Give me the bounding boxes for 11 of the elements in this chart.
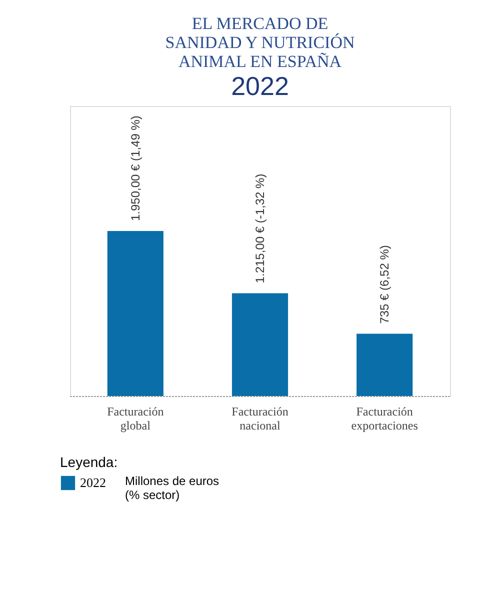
data-label: 1.950,00 € (1,49 %)	[128, 116, 142, 221]
chart-title: EL MERCADO DE SANIDAD Y NUTRICIÓN ANIMAL EN ESPAÑA	[165, 14, 355, 71]
legend-label: 2022	[80, 475, 106, 490]
x-tick-label: Facturación nacional	[232, 404, 288, 432]
legend-title: Leyenda:	[60, 454, 118, 470]
x-tick-label: Facturación global	[107, 404, 164, 432]
data-label: 1.215,00 € (-1,32 %)	[253, 174, 267, 284]
data-label: 735 € (6,52 %)	[378, 245, 392, 324]
x-tick-label: Facturación exportaciones	[351, 404, 418, 432]
text: Millones de euros (% sector)	[125, 474, 220, 502]
chart-subtitle: 2022	[231, 71, 289, 101]
